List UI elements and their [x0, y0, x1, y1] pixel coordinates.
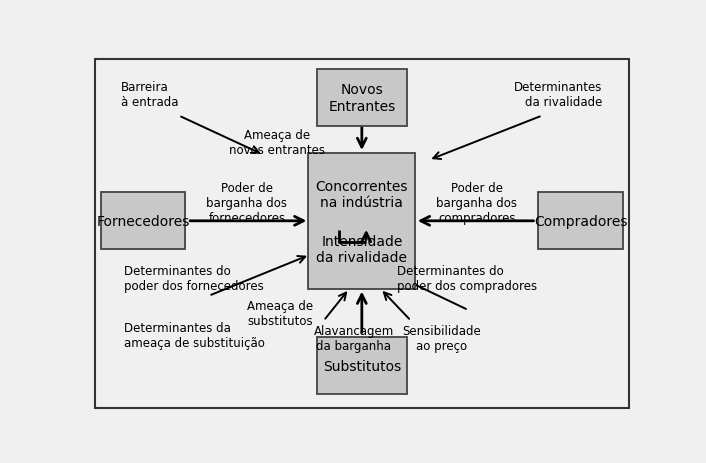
Text: Poder de
barganha dos
compradores: Poder de barganha dos compradores [436, 182, 517, 225]
Text: Substitutos: Substitutos [323, 359, 401, 373]
Text: Sensibilidade
ao preço: Sensibilidade ao preço [402, 325, 481, 353]
Text: Alavancagem
da barganha: Alavancagem da barganha [313, 325, 394, 353]
Text: Novos
Entrantes: Novos Entrantes [328, 83, 395, 113]
Text: Concorrentes
na indústria: Concorrentes na indústria [316, 180, 408, 210]
Text: Barreira
à entrada: Barreira à entrada [121, 81, 179, 108]
Text: Determinantes
da rivalidade: Determinantes da rivalidade [514, 81, 602, 108]
Text: Ameaça de
substitutos: Ameaça de substitutos [246, 300, 313, 328]
FancyBboxPatch shape [100, 193, 186, 250]
Text: Fornecedores: Fornecedores [96, 214, 190, 228]
FancyBboxPatch shape [309, 154, 415, 289]
Text: Intensidade
da rivalidade: Intensidade da rivalidade [316, 235, 407, 265]
Text: Determinantes do
poder dos fornecedores: Determinantes do poder dos fornecedores [124, 264, 263, 292]
Text: Determinantes da
ameaça de substituição: Determinantes da ameaça de substituição [124, 321, 265, 349]
Text: Determinantes do
poder dos compradores: Determinantes do poder dos compradores [397, 264, 537, 292]
Text: Ameaça de
novos entrantes: Ameaça de novos entrantes [229, 129, 325, 156]
Text: Compradores: Compradores [534, 214, 628, 228]
Text: Poder de
barganha dos
fornecedores: Poder de barganha dos fornecedores [206, 182, 287, 225]
FancyBboxPatch shape [317, 337, 407, 394]
FancyBboxPatch shape [317, 70, 407, 127]
FancyBboxPatch shape [538, 193, 623, 250]
